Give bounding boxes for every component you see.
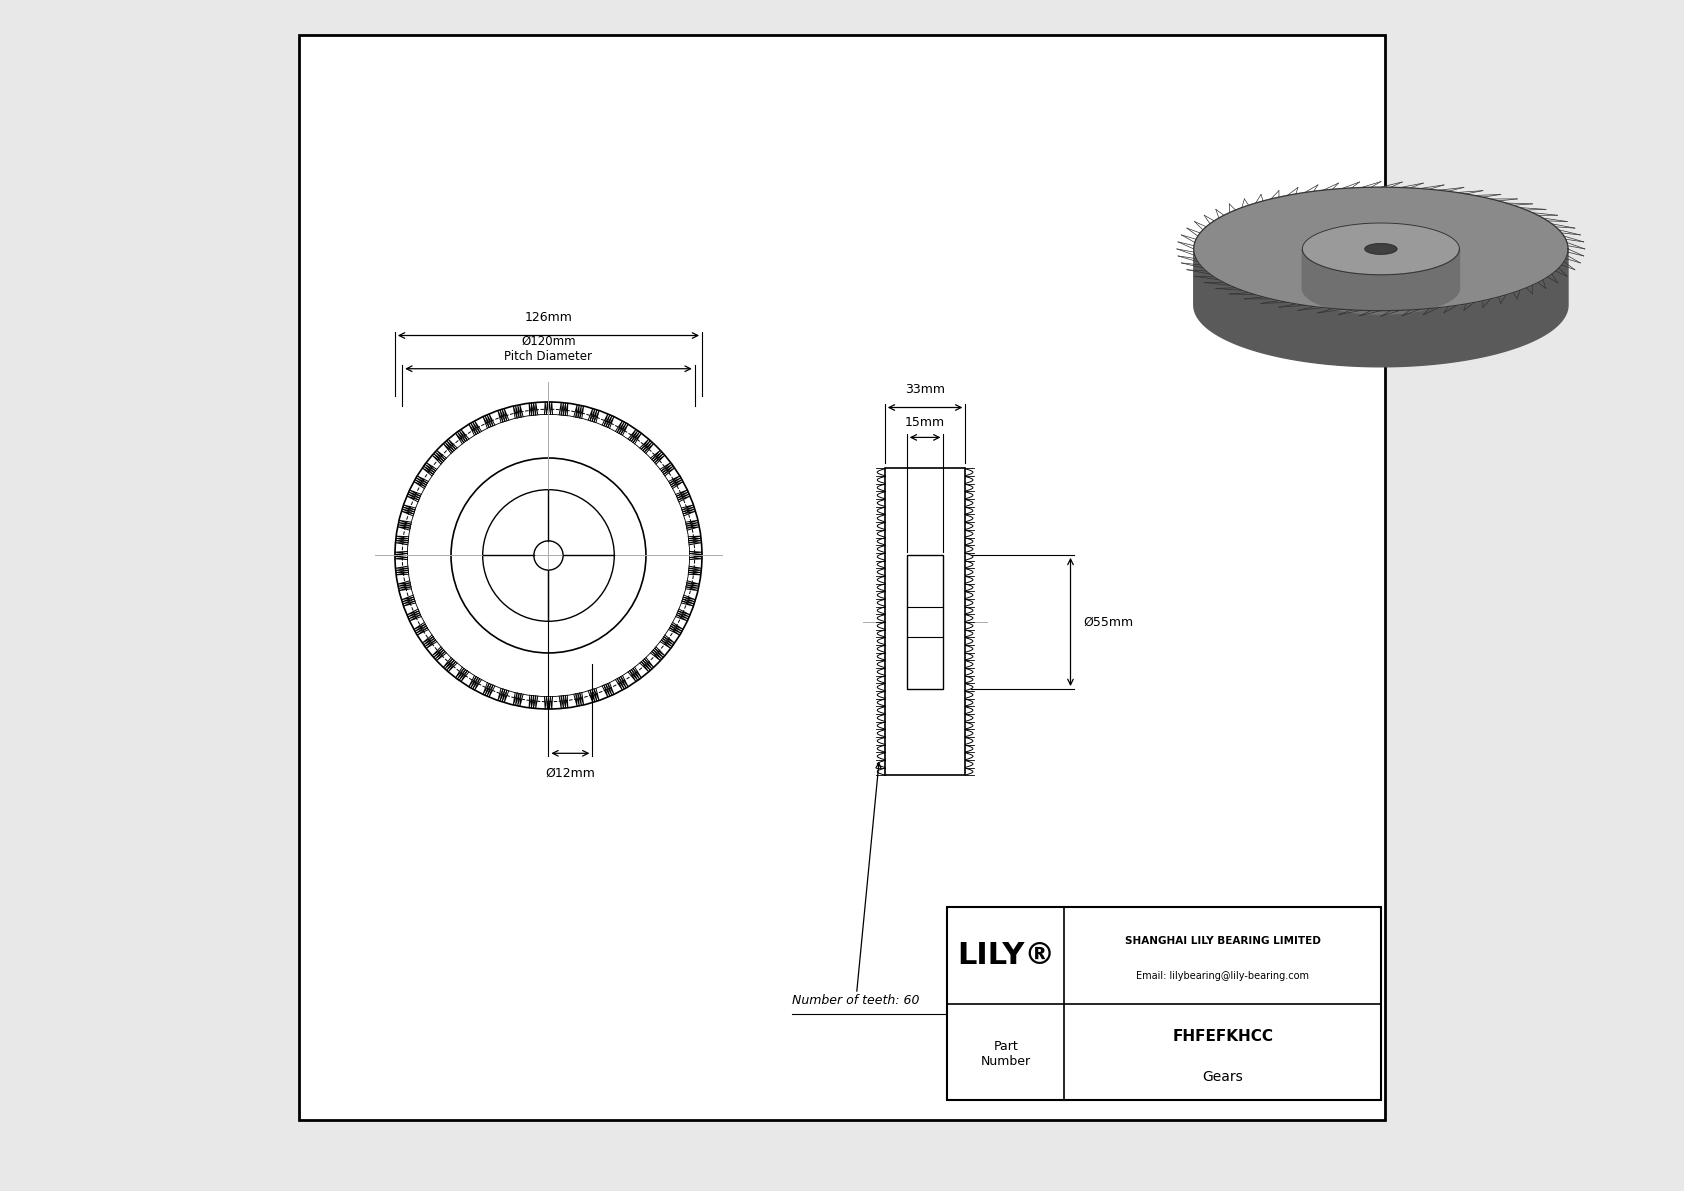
Text: 126mm: 126mm <box>524 311 573 324</box>
Polygon shape <box>1302 249 1460 314</box>
Bar <box>906 555 943 688</box>
Polygon shape <box>1194 249 1568 367</box>
Polygon shape <box>1194 187 1568 311</box>
Text: Number of teeth: 60: Number of teeth: 60 <box>791 763 919 1008</box>
Text: Ø120mm
Pitch Diameter: Ø120mm Pitch Diameter <box>505 335 593 363</box>
Text: Part
Number: Part Number <box>980 1040 1031 1068</box>
Polygon shape <box>1366 244 1396 254</box>
Text: Ø55mm: Ø55mm <box>1084 616 1133 629</box>
Bar <box>946 906 1381 1100</box>
Text: Ø12mm: Ø12mm <box>546 767 596 780</box>
Text: FHFEFKHCC: FHFEFKHCC <box>1172 1029 1273 1045</box>
Text: Email: lilybearing@lily-bearing.com: Email: lilybearing@lily-bearing.com <box>1137 972 1310 981</box>
Bar <box>884 468 965 775</box>
Text: 33mm: 33mm <box>904 384 945 397</box>
Text: 15mm: 15mm <box>904 416 945 429</box>
Text: Gears: Gears <box>1202 1071 1243 1084</box>
Text: SHANGHAI LILY BEARING LIMITED: SHANGHAI LILY BEARING LIMITED <box>1125 936 1320 947</box>
Polygon shape <box>1302 223 1460 275</box>
Text: LILY®: LILY® <box>957 941 1054 969</box>
